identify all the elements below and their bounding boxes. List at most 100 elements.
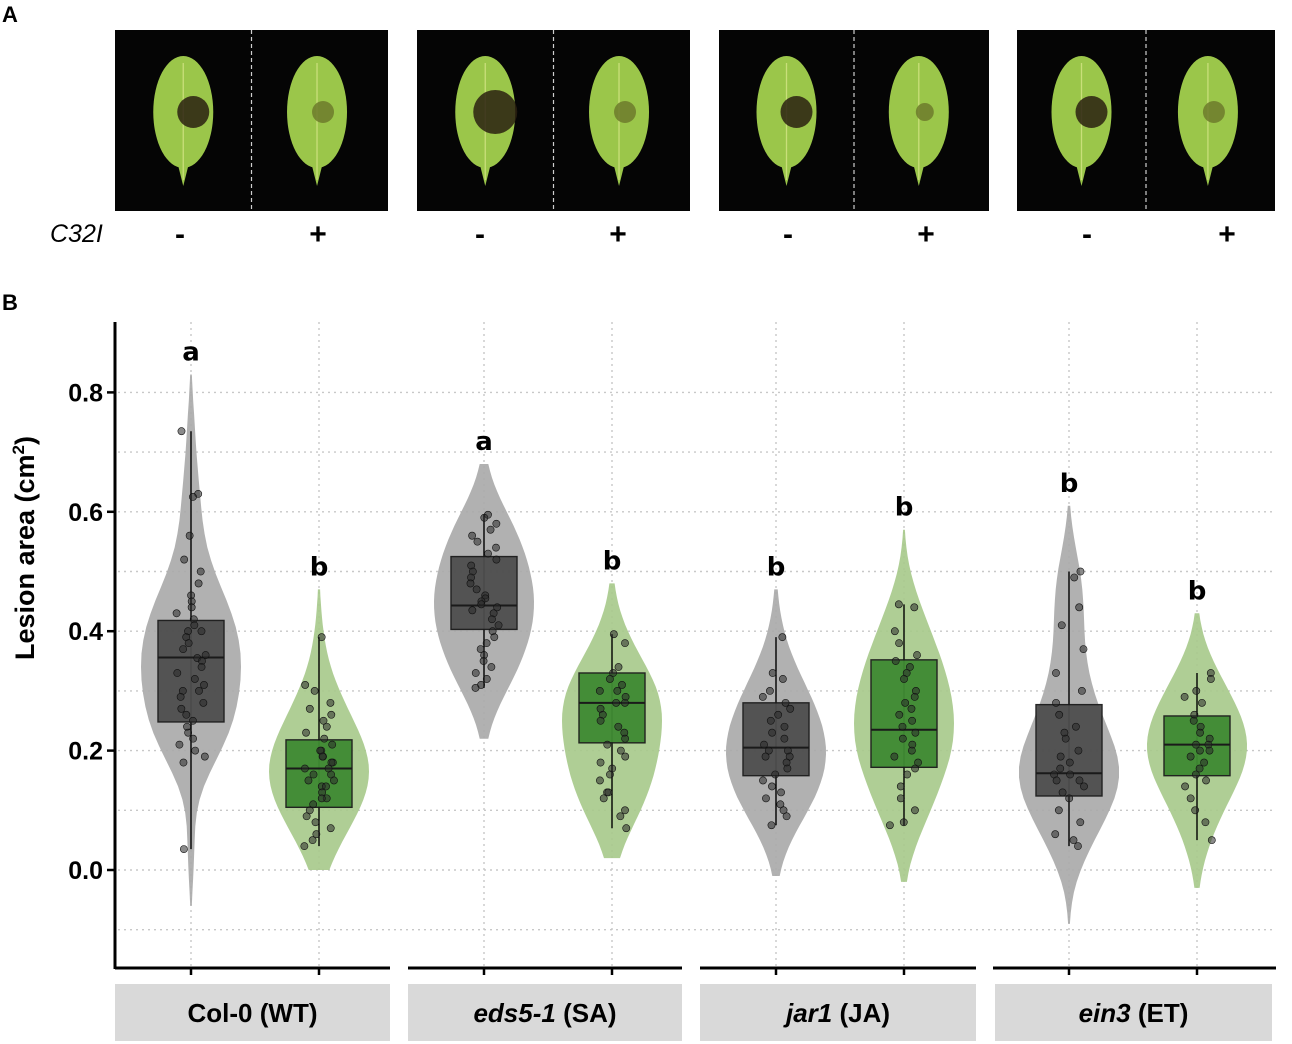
- y-tick-label: 0.4: [68, 618, 103, 646]
- sign-8: +: [1218, 218, 1236, 251]
- lesion: [177, 96, 210, 128]
- lesion: [473, 90, 518, 134]
- facet-strip-1: Col-0 (WT): [115, 984, 390, 1041]
- significance-letter: a: [475, 427, 493, 457]
- data-point: [595, 687, 604, 695]
- significance-letter: b: [1188, 576, 1207, 606]
- data-point: [177, 427, 186, 436]
- leaf-untreated: [756, 56, 817, 186]
- data-point: [302, 728, 310, 737]
- data-point: [492, 543, 500, 552]
- data-point: [895, 639, 903, 648]
- data-point: [596, 716, 605, 725]
- data-point: [309, 770, 318, 779]
- data-point: [901, 698, 910, 707]
- data-point: [304, 776, 313, 785]
- data-point: [322, 722, 331, 731]
- facet-label-pathway: (JA): [832, 998, 890, 1028]
- data-point: [1074, 842, 1082, 851]
- leaf-untreated: [455, 56, 518, 186]
- lesion: [1075, 96, 1108, 128]
- photo-2: [417, 30, 690, 211]
- data-point: [317, 794, 326, 803]
- y-tick-label: 0.0: [68, 857, 103, 885]
- data-point: [309, 800, 318, 809]
- data-point: [1075, 603, 1084, 612]
- significance-letter: b: [895, 493, 914, 523]
- data-point: [782, 812, 791, 821]
- data-point: [621, 639, 629, 648]
- data-point: [200, 681, 208, 689]
- lesion: [312, 101, 335, 123]
- data-point: [1079, 645, 1088, 654]
- data-point: [894, 600, 903, 609]
- facet-label: ein3 (ET): [1079, 998, 1189, 1028]
- data-point: [472, 585, 481, 594]
- data-point: [1198, 698, 1206, 707]
- leaf-untreated: [153, 56, 214, 186]
- data-point: [1080, 782, 1088, 791]
- data-point: [891, 657, 900, 665]
- data-point: [767, 821, 776, 830]
- data-point: [783, 764, 792, 773]
- sign-3: -: [475, 218, 485, 251]
- data-point: [621, 698, 629, 707]
- data-point: [1051, 830, 1060, 839]
- data-point: [185, 531, 194, 540]
- data-point: [490, 633, 499, 642]
- data-point: [190, 675, 199, 683]
- data-point: [1196, 746, 1204, 755]
- data-point: [900, 675, 908, 683]
- lesion: [915, 103, 934, 121]
- data-point: [1192, 687, 1201, 695]
- data-point: [482, 675, 491, 683]
- data-point: [1191, 806, 1200, 815]
- data-point: [1065, 758, 1074, 767]
- data-point: [466, 579, 475, 588]
- lesion: [614, 101, 637, 123]
- data-point: [1195, 764, 1204, 773]
- violin-group-2: b: [269, 552, 369, 870]
- facet-label: jar1 (JA): [783, 998, 890, 1028]
- data-point: [898, 722, 907, 731]
- leaf-untreated: [1051, 56, 1112, 186]
- data-point: [1052, 698, 1060, 707]
- data-point: [200, 752, 209, 761]
- data-point: [1196, 728, 1204, 737]
- data-point: [896, 782, 905, 791]
- data-point: [785, 752, 794, 761]
- strip-background: [700, 984, 976, 1041]
- data-point: [199, 698, 208, 707]
- leaf-treated: [888, 56, 949, 186]
- data-point: [189, 492, 197, 501]
- data-point: [1186, 794, 1195, 803]
- data-point: [768, 782, 776, 791]
- data-point: [1205, 746, 1214, 755]
- data-point: [1065, 794, 1074, 803]
- y-tick-label: 0.8: [68, 379, 103, 407]
- data-point: [621, 752, 630, 761]
- violin-group-6: b: [854, 493, 954, 882]
- data-point: [781, 698, 790, 707]
- data-point: [907, 704, 916, 713]
- facet-label-pathway: (SA): [556, 998, 617, 1028]
- photo-1: [115, 30, 388, 211]
- significance-letter: a: [182, 337, 200, 367]
- box: [157, 619, 225, 723]
- data-point: [318, 752, 327, 761]
- data-point: [774, 710, 783, 719]
- facet-strips: Col-0 (WT) eds5-1 (SA) jar1 (JA) ein3 (ET): [115, 984, 1272, 1041]
- data-point: [895, 710, 904, 719]
- data-point: [308, 836, 317, 845]
- facet-label-genotype: eds5-1: [473, 998, 555, 1028]
- data-point: [471, 669, 480, 677]
- facet-label-genotype: ein3: [1079, 998, 1132, 1028]
- data-point: [487, 663, 496, 671]
- data-point: [603, 740, 612, 749]
- data-point: [1207, 836, 1216, 845]
- violin-group-3: a: [434, 427, 534, 739]
- violin-plots: a b a b b b b b: [141, 337, 1247, 924]
- data-point: [176, 692, 185, 701]
- data-point: [616, 812, 625, 821]
